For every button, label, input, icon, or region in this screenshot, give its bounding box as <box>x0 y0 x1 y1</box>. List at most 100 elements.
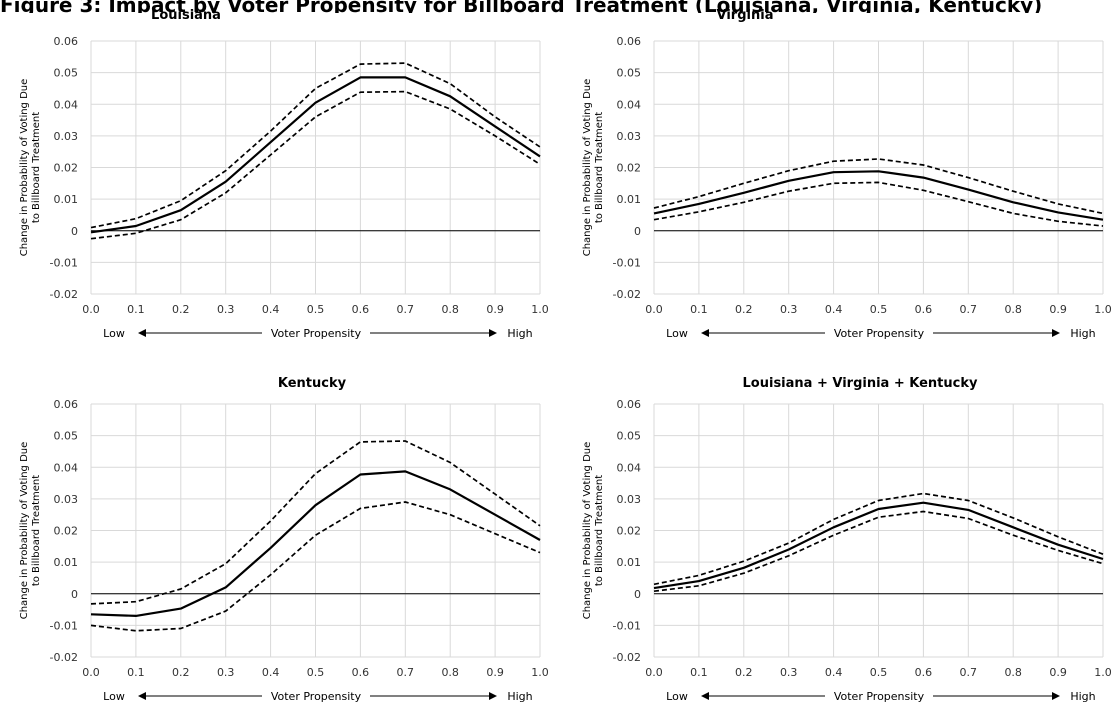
x-tick-label: 0.4 <box>262 666 280 679</box>
x-tick-label: 0.0 <box>645 303 663 316</box>
y-axis-label-line: to Billboard Treatment <box>594 112 605 223</box>
chart-panel-3: Kentucky 0.06 0.05 0.04 0.03 0.02 0.01 0 -0.01 -0… <box>19 376 549 703</box>
x-tick-label: 1.0 <box>531 666 549 679</box>
x-tick-label: 0.2 <box>172 303 190 316</box>
x-tick-label: 0.3 <box>780 303 798 316</box>
y-tick-label: 0.03 <box>54 130 79 143</box>
x-tick-label: 1.0 <box>1094 303 1112 316</box>
x-tick-label: 0.4 <box>825 303 843 316</box>
y-tick-label: 0.06 <box>54 398 79 411</box>
y-axis-label-line: to Billboard Treatment <box>594 475 605 586</box>
y-tick-label: 0.05 <box>54 430 79 443</box>
y-tick-label: 0.06 <box>54 35 79 48</box>
x-low-label: Low <box>103 327 125 340</box>
y-axis-label-line: to Billboard Treatment <box>31 112 42 223</box>
estimate-line <box>90 470 541 618</box>
x-tick-label: 0.6 <box>915 303 933 316</box>
y-tick-label: 0.01 <box>54 193 79 206</box>
x-tick-label: 0.6 <box>915 666 933 679</box>
y-tick-label: 0.02 <box>54 525 79 538</box>
y-tick-label: -0.02 <box>50 288 78 301</box>
confidence-bound-line <box>653 510 1104 593</box>
chart-panel-4: Louisiana + Virginia + Kentucky 0.06 0.05 0… <box>582 376 1112 703</box>
x-tick-label: 0.0 <box>82 666 100 679</box>
x-tick-label: 0.4 <box>825 666 843 679</box>
x-tick-label: 0.9 <box>1049 666 1067 679</box>
x-tick-label: 0.1 <box>127 666 145 679</box>
y-tick-label: 0.04 <box>54 98 79 111</box>
confidence-bound-line <box>653 492 1104 586</box>
x-tick-label: 0.8 <box>1004 666 1022 679</box>
y-tick-label: 0.03 <box>617 130 642 143</box>
estimate-line <box>653 501 1104 590</box>
y-axis-label: Change in Probability of Voting Dueto Bi… <box>582 442 605 620</box>
x-axis-label: Voter Propensity <box>834 690 925 703</box>
x-tick-label: 0.4 <box>262 303 280 316</box>
y-tick-label: 0.03 <box>54 493 79 506</box>
chart-panel-2: Virginia 0.06 0.05 0.04 0.03 0.02 0.01 0 -0.01 -0… <box>582 8 1112 340</box>
y-axis-label: Change in Probability of Voting Dueto Bi… <box>19 442 42 620</box>
y-tick-label: 0.04 <box>54 461 79 474</box>
x-tick-label: 0.3 <box>217 666 235 679</box>
chart-title: Louisiana + Virginia + Kentucky <box>743 376 978 391</box>
y-tick-label: 0.04 <box>617 98 642 111</box>
x-tick-label: 0.5 <box>870 303 888 316</box>
x-tick-label: 0.0 <box>645 666 663 679</box>
x-tick-label: 0.2 <box>735 666 753 679</box>
x-tick-label: 0.1 <box>690 666 708 679</box>
chart-title: Kentucky <box>278 376 347 391</box>
y-tick-label: 0.01 <box>54 556 79 569</box>
y-tick-label: 0.05 <box>617 67 642 80</box>
y-tick-label: 0.06 <box>617 398 642 411</box>
x-tick-label: 0.2 <box>172 666 190 679</box>
confidence-bound-line <box>90 90 541 240</box>
x-tick-label: 0.8 <box>441 303 459 316</box>
y-tick-label: 0.01 <box>617 556 642 569</box>
x-tick-label: 0.9 <box>486 303 504 316</box>
y-tick-label: -0.02 <box>50 651 78 664</box>
x-tick-label: 0.5 <box>307 303 325 316</box>
confidence-bound-line <box>90 440 541 605</box>
y-axis-label-line: Change in Probability of Voting Due <box>19 79 30 257</box>
y-tick-label: -0.02 <box>613 651 641 664</box>
y-tick-label: 0.03 <box>617 493 642 506</box>
x-tick-label: 0.0 <box>82 303 100 316</box>
x-axis-label: Voter Propensity <box>834 327 925 340</box>
y-tick-label: 0.02 <box>617 525 642 538</box>
x-tick-label: 0.1 <box>690 303 708 316</box>
y-axis-label: Change in Probability of Voting Dueto Bi… <box>582 79 605 257</box>
y-axis-label-line: to Billboard Treatment <box>31 475 42 586</box>
x-tick-label: 0.6 <box>352 303 370 316</box>
y-tick-label: 0 <box>71 225 78 238</box>
x-tick-label: 0.8 <box>1004 303 1022 316</box>
y-tick-label: 0.02 <box>617 162 642 175</box>
x-tick-label: 1.0 <box>531 303 549 316</box>
confidence-bound-line <box>653 158 1104 215</box>
x-tick-label: 0.7 <box>397 666 415 679</box>
y-tick-label: -0.01 <box>613 619 641 632</box>
x-tick-label: 0.6 <box>352 666 370 679</box>
x-tick-label: 0.9 <box>486 666 504 679</box>
y-tick-label: 0 <box>634 588 641 601</box>
chart-title: Virginia <box>717 8 774 23</box>
x-tick-label: 0.9 <box>1049 303 1067 316</box>
x-tick-label: 0.3 <box>217 303 235 316</box>
y-tick-label: 0.06 <box>617 35 642 48</box>
confidence-bound-line <box>653 181 1104 227</box>
y-tick-label: -0.02 <box>613 288 641 301</box>
estimate-line <box>90 76 541 234</box>
x-high-label: High <box>507 327 532 340</box>
x-tick-label: 0.7 <box>397 303 415 316</box>
x-high-label: High <box>1070 327 1095 340</box>
chart-panel-1: Louisiana 0.06 0.05 0.04 0.03 0.02 0.01 0 -0.01 -… <box>19 8 549 340</box>
confidence-bound-line <box>90 62 541 229</box>
x-high-label: High <box>507 690 532 703</box>
y-tick-label: 0 <box>634 225 641 238</box>
y-tick-label: 0.05 <box>617 430 642 443</box>
y-tick-label: -0.01 <box>613 256 641 269</box>
y-tick-label: 0.02 <box>54 162 79 175</box>
y-tick-label: 0.04 <box>617 461 642 474</box>
x-tick-label: 0.2 <box>735 303 753 316</box>
x-tick-label: 1.0 <box>1094 666 1112 679</box>
